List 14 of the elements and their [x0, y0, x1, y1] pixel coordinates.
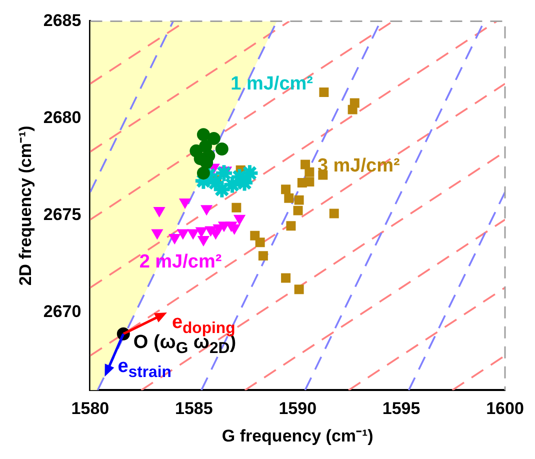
x-tick-label: 1600 [486, 399, 524, 418]
y-tick-label: 2670 [43, 302, 82, 322]
x-tick-label: 1580 [71, 399, 110, 418]
y-axis-title: 2D frequency (cm⁻¹) [16, 126, 35, 286]
series-label: 2 mJ/cm² [139, 251, 222, 272]
annotation: e$_{strain}$ [118, 356, 172, 381]
text: 1 mJ/cm² [230, 73, 313, 94]
x-tick-label: 1585 [175, 399, 213, 418]
y-tick-label: 2685 [43, 10, 82, 30]
x-tick-label: 1590 [278, 399, 317, 418]
y-tick-label: 2680 [43, 108, 82, 127]
y-tick-label: 2675 [43, 205, 82, 224]
x-tick-label: 1595 [382, 399, 420, 418]
x-axis-title: G frequency (cm⁻¹) [222, 426, 374, 446]
